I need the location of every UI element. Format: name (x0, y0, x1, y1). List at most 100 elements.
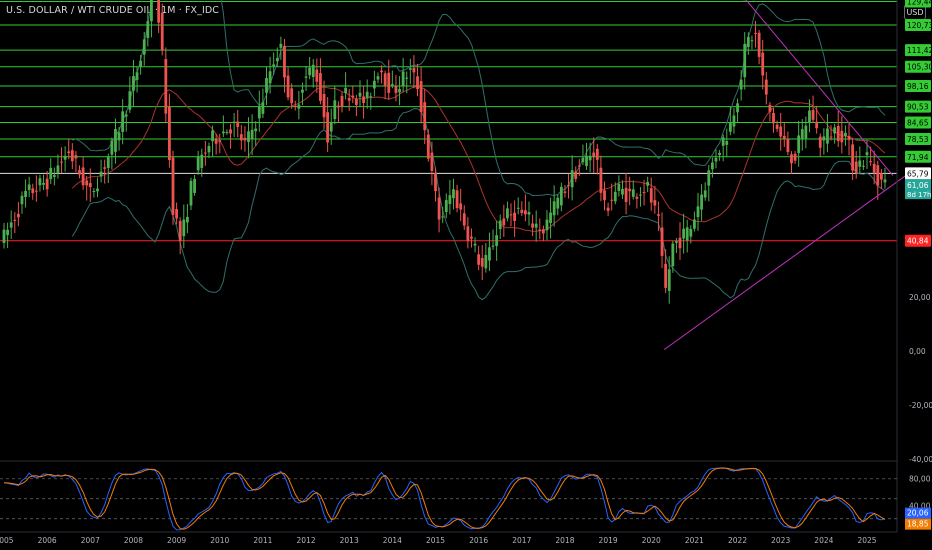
candle-body (786, 139, 790, 153)
time-tick-label: 2013 (340, 536, 359, 545)
candle-body (509, 214, 513, 216)
candle-body (362, 96, 365, 103)
candle-body (178, 221, 182, 241)
candle-body (746, 36, 750, 48)
level-tag (905, 44, 931, 57)
candle-body (782, 135, 786, 140)
candle-body (31, 188, 35, 194)
stoch-k-value: 20,06 (907, 509, 929, 518)
candle-body (480, 258, 484, 267)
level-tag-label: 111,42 (907, 46, 932, 55)
time-tick-label: 2012 (297, 536, 316, 545)
candle-body (193, 178, 196, 193)
candle-body (412, 68, 416, 73)
level-tag (905, 0, 931, 8)
level-tag (905, 100, 931, 113)
candle-body (365, 91, 369, 98)
resistance-trendline (739, 0, 894, 176)
candle-body (2, 229, 6, 243)
candle-body (703, 190, 707, 198)
candle-body (419, 81, 423, 112)
candle-body (171, 157, 175, 215)
candle-body (527, 211, 531, 215)
candle-body (196, 156, 200, 171)
candle-body (473, 243, 477, 246)
stoch-d-line (3, 467, 886, 530)
level-tag (905, 132, 931, 145)
candle-body (836, 125, 840, 142)
candle-body (621, 188, 624, 195)
candle-body (700, 194, 703, 210)
candle-body (603, 190, 606, 201)
candle-body (775, 124, 779, 129)
candle-body (488, 247, 491, 261)
candle-body (811, 109, 815, 120)
candle-body (9, 222, 13, 228)
candle-body (243, 137, 247, 141)
candle-body (6, 229, 9, 236)
candle-body (329, 122, 333, 132)
time-tick-label: 2024 (814, 536, 833, 545)
candle-body (718, 152, 721, 156)
candle-body (531, 223, 534, 228)
candle-body (660, 227, 664, 256)
candle-body (779, 126, 783, 137)
level-tag (905, 79, 931, 92)
candle-body (513, 212, 517, 221)
time-tick-label: 2023 (771, 536, 790, 545)
candle-body (405, 77, 409, 79)
candle-body (506, 208, 509, 219)
candle-body (354, 98, 358, 105)
candle-body (74, 155, 78, 159)
time-tick-label: 2006 (38, 536, 57, 545)
candle-body (398, 88, 401, 93)
stoch-tick-label: 40,00 (909, 501, 931, 510)
candle-body (477, 254, 481, 265)
candle-body (56, 165, 60, 173)
time-tick-label: 2014 (383, 536, 402, 545)
candle-body (876, 165, 880, 186)
candle-body (146, 21, 150, 38)
candle-body (671, 243, 675, 267)
candle-body (380, 70, 383, 73)
candle-body (649, 188, 653, 203)
candle-body (150, 0, 153, 22)
candle-body (498, 220, 502, 230)
candle-body (865, 152, 869, 156)
candle-body (800, 129, 804, 140)
candle-body (121, 111, 125, 132)
candle-body (254, 128, 258, 132)
candle-body (16, 213, 20, 218)
candle-body (261, 102, 265, 114)
candle-body (265, 78, 268, 93)
candle-body (322, 93, 326, 118)
candle-body (272, 64, 276, 67)
level-tag-label: 98,16 (907, 82, 929, 91)
candle-body (283, 45, 286, 78)
candle-body (484, 254, 488, 269)
candle-body (563, 191, 567, 193)
candle-body (132, 75, 135, 91)
time-tick-label: 2020 (642, 536, 661, 545)
stoch-tick-label: 80,00 (909, 475, 931, 484)
candle-body (347, 98, 351, 101)
candle-body (721, 137, 725, 146)
candle-body (581, 157, 585, 163)
candle-body (829, 136, 833, 138)
candle-body (340, 95, 344, 107)
candle-body (761, 52, 765, 76)
candle-body (743, 43, 747, 78)
stoch-d-value: 18,85 (907, 520, 929, 529)
candle-body (189, 180, 193, 206)
candle-body (430, 152, 434, 171)
candle-body (96, 188, 99, 192)
candle-body (822, 136, 826, 141)
candle-body (664, 263, 668, 288)
time-tick-label: 2008 (124, 536, 143, 545)
candle-body (182, 219, 186, 237)
candle-body (462, 213, 466, 226)
candle-body (308, 67, 312, 76)
candle-body (851, 144, 855, 171)
